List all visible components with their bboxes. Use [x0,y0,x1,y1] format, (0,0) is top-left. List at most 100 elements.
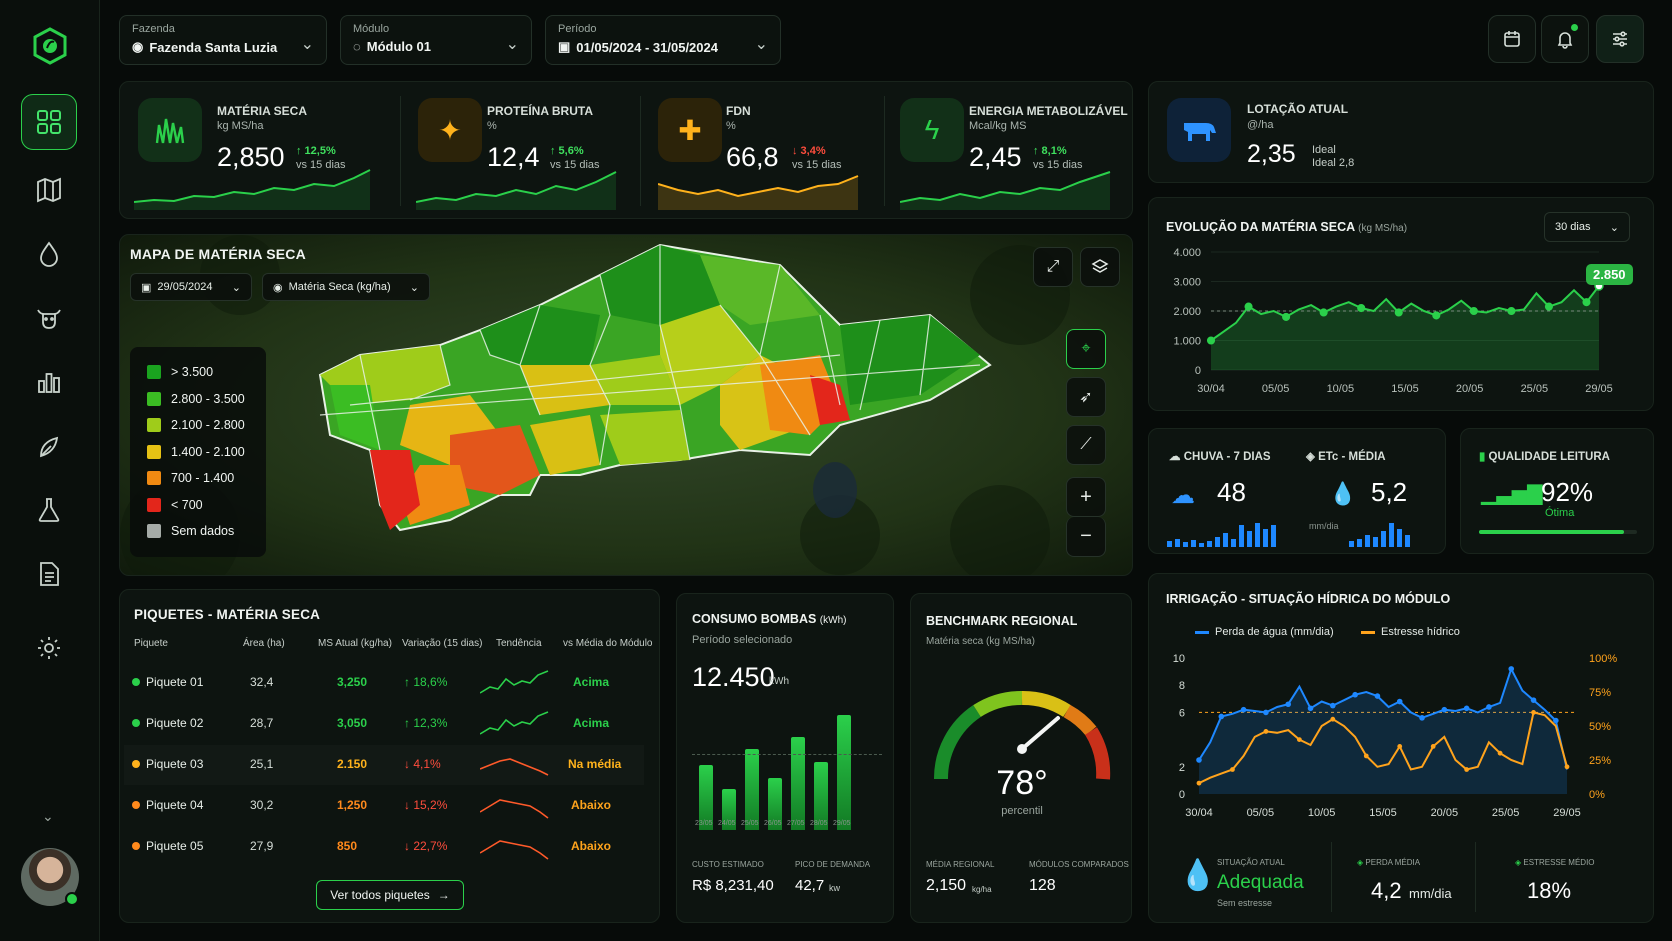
legend-item: < 700 [147,497,203,512]
water-stress-point [1330,716,1336,722]
paddock-variation: ↑ 18,6% [404,675,448,689]
table-row[interactable]: Piquete 05 27,9 850 ↓ 22,7% Abaixo [124,827,644,867]
map-layer-select[interactable]: ◉ Matéria Seca (kg/ha) ⌄ [262,273,430,301]
x-tick-label: 05/05 [1247,807,1275,819]
zoom-out-icon[interactable]: − [1066,517,1106,557]
module-select[interactable]: Módulo ◌ Módulo 01 ⌄ [340,15,532,65]
rain-bars [1167,523,1276,547]
th-ms: MS Atual (kg/ha) [318,638,392,649]
weather-card: ☁ CHUVA - 7 DIAS ☁ 48 ◈ ETc - MÉDIA 💧 5,… [1148,428,1446,554]
y-tick-label: 2 [1179,762,1185,774]
status-dot [132,842,140,850]
water-stress-point [1531,710,1536,715]
water-loss-point [1374,693,1381,699]
period-select[interactable]: Período ▣ 01/05/2024 - 31/05/2024 ⌄ [545,15,781,65]
legend-item: Sem dados [147,524,234,538]
evolution-range-select[interactable]: 30 dias ⌄ [1544,212,1630,242]
nav-water-icon[interactable] [21,226,77,282]
trend-line [480,670,549,694]
paddock-label: Piquete 01 [146,675,204,689]
divider [1331,842,1332,912]
legend-label: 2.800 - 3.500 [171,391,245,406]
paddock-ms: 850 [337,839,358,853]
paddock-name: Piquete 02 [132,716,203,730]
nav-lab-icon[interactable] [21,482,77,538]
paddock-variation: ↑ 12,3% [404,716,448,730]
water-stress-point [1564,764,1570,770]
y-tick-label: 3.000 [1173,277,1201,289]
water-loss-point [1218,713,1225,720]
filters-sliders-icon[interactable] [1596,15,1644,63]
paddock-variation: ↓ 15,2% [404,798,448,812]
nav-analytics-icon[interactable] [21,354,77,410]
trend-sparkline [480,840,549,860]
avg-loss-label: ◈ PERDA MÉDIA [1357,858,1421,867]
layers-icon[interactable] [1080,247,1120,287]
pump-bar [699,765,713,830]
locate-crosshair-icon[interactable]: ⌖ [1066,329,1106,369]
table-row[interactable]: Piquete 02 28,7 3,050 ↑ 12,3% Acima [124,704,644,744]
legend-swatch [147,497,161,512]
evolution-point [1206,336,1216,345]
paddock-variation: ↓ 4,1% [404,757,441,771]
evolution-point [1244,302,1253,311]
farm-select[interactable]: Fazenda ◉ Fazenda Santa Luzia ⌄ [119,15,327,65]
table-row[interactable]: Piquete 04 30,2 1,250 ↓ 15,2% Abaixo [124,786,644,826]
ruler-measure-icon[interactable]: ⟋ [1066,425,1106,465]
irrigation-chart: 10 8 6 2 0 100% 75% 50% 25% 0% 30/04 05/05 10/05 15/0… [1173,653,1618,819]
legend-water-stress: Estresse hídrico [1361,626,1460,638]
nav-plant-icon[interactable] [21,418,77,474]
water-stress-point [1296,737,1302,742]
x-tick-label: 20/05 [1456,383,1484,395]
quality-progress-track [1479,530,1637,534]
nav-settings-icon[interactable] [21,620,77,676]
notification-dot [1571,24,1578,31]
collapse-chevron-icon[interactable]: ⌄ [42,808,54,824]
fullscreen-icon[interactable]: ⤢ [1033,247,1073,287]
evolution-point [1582,298,1591,307]
paddock-area: 28,7 [250,716,274,730]
calendar-button-icon[interactable] [1488,15,1536,63]
x-tick-label: 25/05 [1521,383,1549,395]
etc-title: ◈ ETc - MÉDIA [1306,451,1386,463]
water-stress-point [1464,767,1470,772]
signal-bars-icon: ▁▃▅▇ [1481,483,1543,505]
evolution-title: EVOLUÇÃO DA MATÉRIA SECA (kg MS/ha) [1166,220,1408,234]
th-paddock: Piquete [134,638,168,649]
evolution-chart: 4.000 3.000 2.000 1.000 0 30/04 05/05 10/05 15/0… [1173,247,1612,395]
notification-bell-icon[interactable] [1541,15,1589,63]
nav-cattle-icon[interactable] [21,290,77,346]
water-stress-point [1363,753,1369,759]
status-dot [132,678,140,686]
view-all-paddocks-button[interactable]: Ver todos piquetes → [316,880,464,910]
table-row[interactable]: Piquete 03 25,1 2.150 ↓ 4,1% Na média [124,745,644,785]
dry-matter-map[interactable]: MAPA DE MATÉRIA SECA ▣ 29/05/2024 ⌄ ◉ Matér… [119,234,1133,576]
paddock-area: 30,2 [250,798,274,812]
water-loss-point [1441,706,1448,713]
gauge-needle [1020,716,1060,751]
chevron-down-icon: ⌄ [754,36,768,53]
x-tick-label: 15/05 [1391,383,1419,395]
pointer-select-icon[interactable]: ➶ [1066,377,1106,417]
water-loss-line [1198,666,1568,770]
paddocks-table-card: PIQUETES - MATÉRIA SECA [119,589,660,923]
table-row[interactable]: Piquete 01 32,4 3,250 ↑ 18,6% Acima [124,663,644,703]
water-stress-point [1497,750,1503,756]
paddock-ms: 3,250 [337,675,368,689]
zoom-in-icon[interactable]: + [1066,477,1106,517]
nav-reports-icon[interactable] [21,546,77,602]
status-dot [132,719,140,727]
evolution-point [1357,304,1366,313]
legend-label: 700 - 1.400 [171,471,235,485]
paddock-area: 25,1 [250,757,274,771]
pumps-title: CONSUMO BOMBAS (kWh) [692,612,847,626]
y-tick-label: 2.000 [1173,306,1201,318]
water-loss-point [1330,702,1336,709]
paddock-name: Piquete 04 [132,798,203,812]
evolution-point [1282,312,1291,321]
map-date-select[interactable]: ▣ 29/05/2024 ⌄ [130,273,252,301]
nav-map-icon[interactable] [21,162,77,218]
fiber-icon: ✚ [658,98,722,162]
nav-dashboard-icon[interactable] [21,94,77,150]
water-stress-point [1263,729,1269,734]
